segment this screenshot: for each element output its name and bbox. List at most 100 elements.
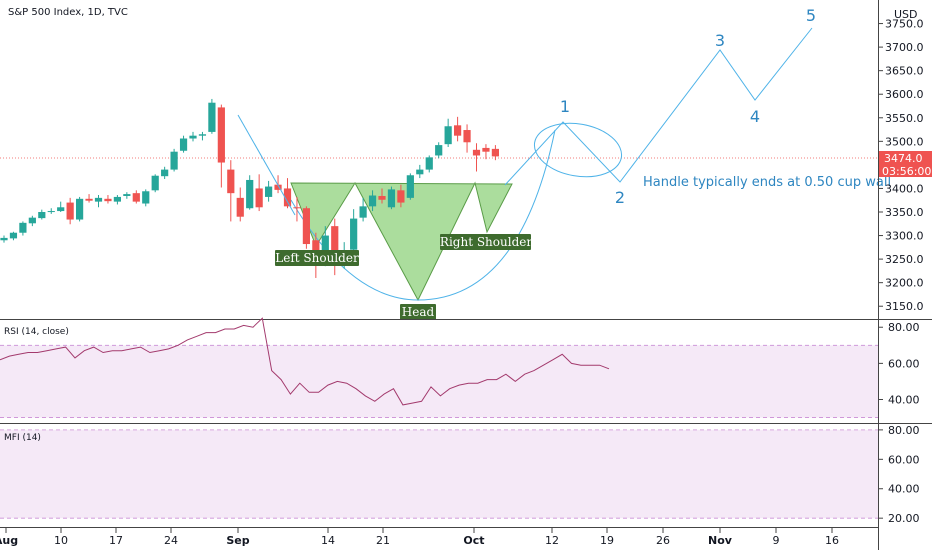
candle-body: [132, 193, 140, 202]
candle-body: [265, 186, 273, 197]
time-tick-label: Sep: [226, 534, 249, 547]
time-tick-label: 14: [321, 534, 335, 547]
time-tick-label: 19: [600, 534, 614, 547]
left-shoulder-text: Left Shoulder: [275, 251, 359, 265]
candle-body: [0, 237, 8, 241]
time-tick-label: 26: [656, 534, 670, 547]
candle-body: [350, 218, 358, 250]
candle-body: [283, 188, 292, 207]
rsi-band: [0, 345, 878, 418]
head-text: Head: [402, 305, 435, 319]
time-tick-label: Nov: [708, 534, 733, 547]
wave-2-label: 2: [615, 188, 625, 207]
left-shoulder-label[interactable]: Left Shoulder: [275, 250, 359, 266]
mfi-pane[interactable]: MFI (14): [0, 429, 878, 519]
rsi-pane[interactable]: RSI (14, close): [0, 317, 878, 418]
price-tick-label: 3250.0: [885, 253, 924, 266]
candle-body: [208, 102, 216, 132]
mfi-pane-label: MFI (14): [4, 433, 41, 443]
mfi-band: [0, 429, 878, 519]
candle-body: [57, 207, 65, 212]
rsi-tick-label: 60.00: [888, 357, 920, 370]
price-tick-label: 3500.0: [885, 135, 924, 148]
candle-body: [170, 151, 178, 170]
candle-body: [463, 130, 471, 143]
time-tick-label: Oct: [463, 534, 484, 547]
price-tick-label: 3700.0: [885, 41, 924, 54]
time-tick-label: 12: [545, 534, 559, 547]
rsi-tick-label: 80.00: [888, 321, 920, 334]
price-tick-label: 3300.0: [885, 230, 924, 243]
time-tick-label: Aug: [0, 534, 18, 547]
candle-body: [482, 147, 490, 152]
candle-body: [66, 202, 74, 220]
rsi-axis[interactable]: 40.00 60.00 80.00: [878, 321, 920, 407]
candle-body: [217, 107, 225, 163]
head-label[interactable]: Head: [400, 304, 436, 320]
candle-body: [397, 190, 405, 203]
candle-body: [113, 196, 121, 202]
candle-body: [179, 138, 188, 151]
time-tick-label: 16: [825, 534, 839, 547]
candle-body: [454, 125, 462, 136]
price-tick-label: 3750.0: [885, 18, 924, 31]
candle-body: [236, 197, 244, 217]
price-tick-label: 3550.0: [885, 112, 924, 125]
countdown-value: 03:56:00: [882, 165, 931, 178]
candle-body: [274, 184, 282, 190]
candle-body: [161, 169, 169, 177]
mfi-tick-label: 40.00: [888, 483, 920, 496]
time-tick-label: 24: [164, 534, 178, 547]
candle-body: [321, 235, 329, 260]
sep-trend-line[interactable]: [237, 114, 296, 216]
time-axis[interactable]: Aug 10 17 24 Sep 14 21 Oct 12 19 26 Nov 9 16: [0, 528, 839, 547]
price-tick-label: 3200.0: [885, 277, 924, 290]
wave-5-label: 5: [806, 6, 816, 25]
candle-body: [142, 191, 150, 204]
candle-body: [227, 169, 235, 194]
candle-body: [435, 145, 443, 156]
candle-body: [472, 149, 481, 156]
rsi-line: [0, 317, 610, 406]
candle-body: [387, 189, 396, 208]
price-tick-label: 3650.0: [885, 65, 924, 78]
candle-body: [406, 175, 414, 198]
time-tick-label: 17: [109, 534, 123, 547]
handle-ellipse[interactable]: [530, 117, 626, 183]
right-shoulder-label[interactable]: Right Shoulder: [440, 234, 532, 250]
candle-body: [444, 126, 452, 145]
wave-4-label: 4: [750, 107, 760, 126]
price-tick-label: 3400.0: [885, 182, 924, 195]
candle-body: [491, 148, 499, 157]
mfi-axis[interactable]: 20.00 40.00 60.00 80.00: [878, 424, 920, 525]
candle-body: [151, 175, 159, 191]
last-price-value: 3474.0: [884, 152, 923, 165]
candle-body: [189, 135, 197, 139]
time-tick-label: 10: [54, 534, 68, 547]
price-tick-label: 3350.0: [885, 206, 924, 219]
candle-body: [104, 198, 112, 202]
candle-body: [302, 208, 310, 245]
last-price-tag: 3474.0 03:56:00: [879, 151, 932, 178]
candle-body: [76, 198, 84, 220]
candle-body: [94, 197, 103, 202]
price-pane[interactable]: Left Shoulder Head Right Shoulder 1 2 3 …: [0, 6, 891, 320]
candle-body: [255, 188, 263, 208]
candle-body: [331, 226, 339, 265]
price-tick-label: 3150.0: [885, 300, 924, 313]
mfi-tick-label: 80.00: [888, 424, 920, 437]
candle-body: [28, 217, 36, 224]
candle-body: [293, 207, 301, 209]
candle-body: [425, 157, 433, 170]
wave-projection-line[interactable]: [504, 27, 813, 186]
rsi-tick-label: 40.00: [888, 394, 920, 407]
chart-title: S&P 500 Index, 1D, TVC: [8, 7, 128, 18]
candle-body: [47, 211, 55, 213]
candle-body: [416, 169, 424, 175]
candle-body: [38, 212, 46, 219]
candle-body: [198, 134, 207, 136]
currency-label: USD: [894, 8, 918, 21]
candle-body: [246, 179, 254, 209]
candle-body: [378, 195, 386, 200]
